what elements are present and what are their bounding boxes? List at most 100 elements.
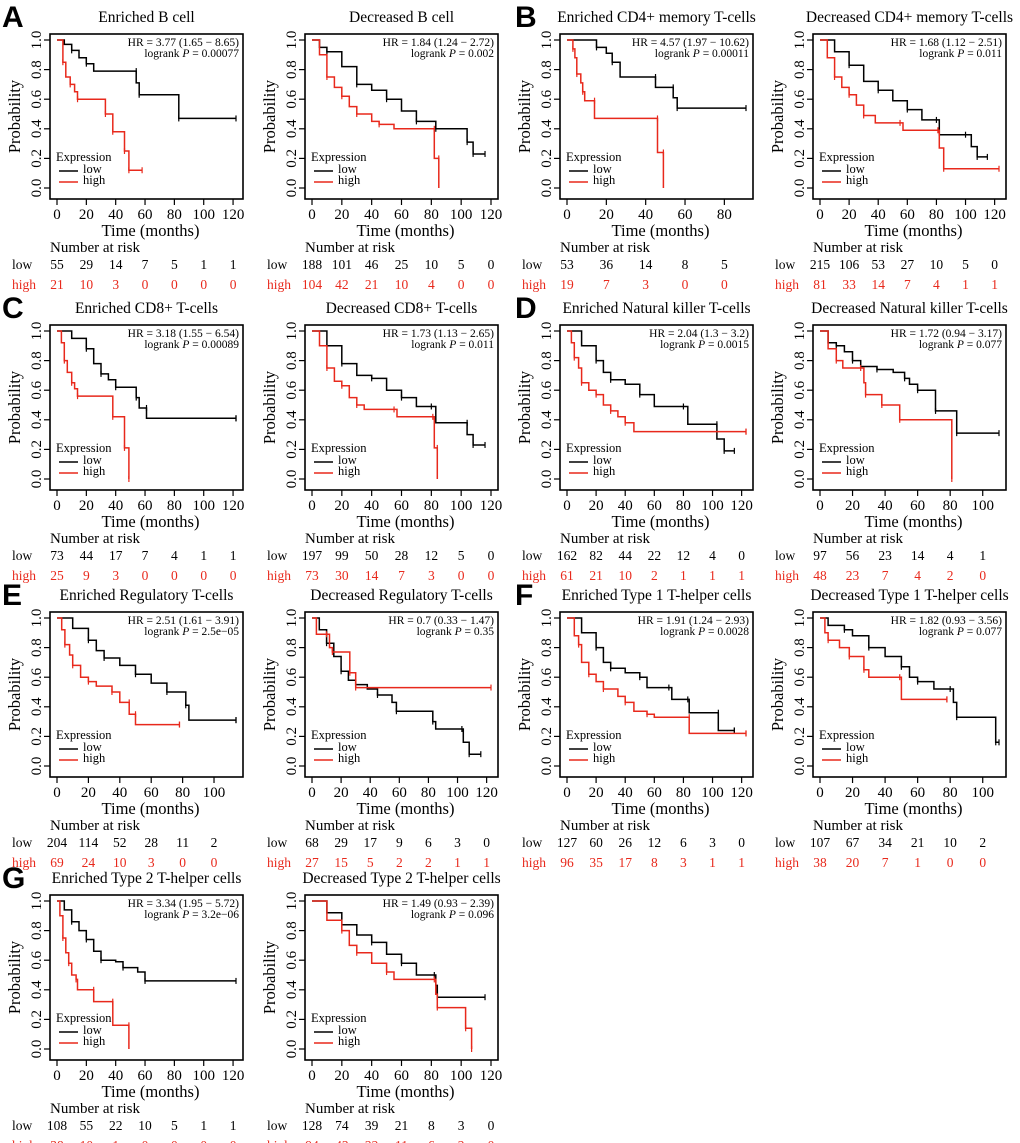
risk-value-high: 3 (112, 568, 119, 583)
risk-value-high: 8 (651, 855, 658, 870)
x-tick-label: 0 (308, 498, 316, 514)
y-tick-label: 0.0 (539, 470, 555, 489)
risk-value-high: 1 (112, 1138, 119, 1143)
plot-frame (812, 33, 1007, 200)
y-tick-label: 0.6 (29, 380, 45, 399)
risk-value-high: 1 (680, 568, 687, 583)
risk-value-high: 1 (709, 855, 716, 870)
risk-value-low: 2 (211, 835, 218, 850)
x-tick-label: 0 (816, 785, 824, 801)
chart-title: Decreased Type 2 T-helper cells (302, 870, 500, 887)
survival-curve-high (57, 900, 130, 1049)
risk-value-high: 10 (113, 855, 127, 870)
risk-row-label-high: high (12, 277, 36, 292)
risk-value-low: 4 (171, 548, 178, 563)
hazard-ratio: HR = 2.04 (1.3 − 3.2) (649, 328, 749, 340)
chart-title: Decreased Regulatory T-cells (310, 587, 493, 604)
chart-title: Decreased Type 1 T-helper cells (810, 587, 1008, 604)
risk-value-high: 2 (425, 855, 432, 870)
risk-value-low: 26 (618, 835, 632, 850)
x-tick-label: 120 (480, 1068, 503, 1084)
risk-value-low: 53 (560, 257, 574, 272)
risk-value-high: 0 (488, 1138, 495, 1143)
km-panel: B Enriched CD4+ memory T-cells 0.0 0.2 0.4 0.… (515, 1, 756, 292)
x-tick-label: 120 (730, 785, 753, 801)
y-tick-label: 0.0 (29, 470, 45, 489)
risk-value-low: 101 (332, 257, 352, 272)
y-tick-label: 0.6 (284, 89, 300, 108)
risk-table-title: Number at risk (813, 531, 903, 547)
risk-table-title: Number at risk (50, 1101, 140, 1117)
x-tick-label: 120 (480, 498, 503, 514)
x-tick-label: 100 (971, 785, 994, 801)
x-axis-label: Time (months) (865, 512, 963, 531)
risk-value-low: 215 (810, 257, 831, 272)
x-tick-label: 120 (475, 785, 498, 801)
risk-row-label-low: low (12, 1118, 33, 1133)
y-axis-label: Probability (260, 370, 279, 444)
y-tick-label: 0.4 (29, 980, 45, 999)
survival-curve-low (57, 330, 236, 420)
y-axis-label: Probability (260, 79, 279, 153)
hazard-ratio: HR = 1.68 (1.12 − 2.51) (891, 37, 1003, 49)
y-tick-label: 0.0 (284, 1040, 300, 1059)
risk-value-high: 1 (454, 855, 461, 870)
legend-label-low: low (593, 740, 612, 754)
survival-curve-high (57, 39, 143, 171)
panel-letter: E (2, 579, 22, 612)
risk-value-low: 52 (113, 835, 127, 850)
logrank-p: logrank P = 0.077 (919, 339, 1002, 351)
risk-value-high: 81 (813, 277, 827, 292)
x-axis-label: Time (months) (357, 512, 455, 531)
risk-value-high: 14 (365, 568, 379, 583)
x-tick-label: 120 (222, 498, 245, 514)
logrank-p: logrank P = 0.002 (411, 48, 494, 60)
x-tick-label: 20 (79, 498, 94, 514)
risk-table-title: Number at risk (560, 818, 650, 834)
x-tick-label: 40 (108, 498, 123, 514)
risk-value-low: 23 (878, 548, 892, 563)
risk-value-high: 10 (80, 1138, 94, 1143)
risk-row-label-low: low (267, 257, 288, 272)
risk-value-high: 1 (738, 855, 745, 870)
y-tick-label: 0.8 (284, 351, 300, 370)
risk-value-low: 29 (334, 835, 348, 850)
legend-label-high: high (83, 751, 106, 765)
risk-row-label-high: high (267, 277, 291, 292)
km-panel: E Enriched Regulatory T-cells 0.0 0.2 0.4 0.6… (2, 579, 244, 870)
legend-label-high: high (338, 1034, 361, 1048)
risk-value-high: 2 (947, 568, 954, 583)
risk-value-low: 10 (138, 1118, 152, 1133)
x-tick-label: 60 (144, 785, 159, 801)
risk-value-high: 69 (50, 855, 64, 870)
x-tick-label: 20 (589, 785, 604, 801)
risk-row-label-low: low (775, 835, 796, 850)
risk-value-high: 0 (142, 1138, 149, 1143)
x-tick-label: 80 (167, 1068, 182, 1084)
legend-label-high: high (83, 173, 106, 187)
risk-value-high: 35 (589, 855, 603, 870)
legend-label-low: low (593, 453, 612, 467)
risk-value-low: 25 (395, 257, 409, 272)
plot-frame (49, 894, 244, 1061)
risk-value-high: 0 (230, 277, 237, 292)
y-tick-label: 0.2 (539, 727, 555, 746)
x-tick-label: 20 (79, 207, 94, 223)
legend-label-high: high (338, 751, 361, 765)
risk-value-high: 10 (395, 277, 409, 292)
risk-value-low: 10 (930, 257, 944, 272)
hazard-ratio: HR = 1.73 (1.13 − 2.65) (383, 328, 495, 340)
risk-value-low: 44 (80, 548, 94, 563)
legend-label-low: low (83, 740, 102, 754)
risk-row-label-high: high (12, 855, 36, 870)
risk-value-low: 14 (639, 257, 653, 272)
risk-value-high: 0 (200, 1138, 207, 1143)
legend-label-low: low (338, 1023, 357, 1037)
x-tick-label: 80 (943, 785, 958, 801)
x-tick-label: 80 (943, 498, 958, 514)
risk-row-label-high: high (267, 568, 291, 583)
risk-value-high: 3 (148, 855, 155, 870)
risk-value-low: 29 (80, 257, 94, 272)
panel-letter: A (2, 1, 24, 34)
y-tick-label: 0.6 (29, 950, 45, 969)
